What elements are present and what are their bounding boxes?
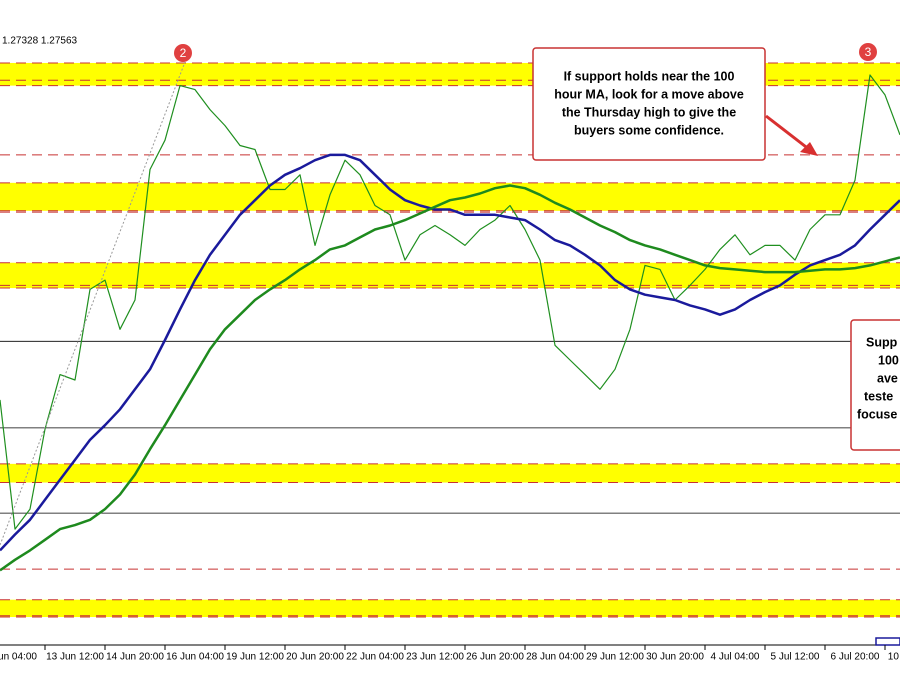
- marker-label: 2: [180, 46, 187, 60]
- zone-band: [0, 599, 900, 618]
- annotation-box: [532, 47, 766, 161]
- x-tick-label: 28 Jun 04:00: [526, 652, 584, 663]
- side-note-text: Supp: [866, 335, 898, 349]
- x-tick-label: 29 Jun 12:00: [586, 652, 644, 663]
- x-tick-label: 22 Jun 04:00: [346, 652, 404, 663]
- x-tick-label: 19 Jun 12:00: [226, 652, 284, 663]
- annotation-text: If support holds near the 100: [564, 69, 735, 83]
- x-tick-label: 30 Jun 20:00: [646, 652, 704, 663]
- x-tick-label: 20 Jun 20:00: [286, 652, 344, 663]
- zone-band: [0, 182, 900, 211]
- x-tick-label: 14 Jun 20:00: [106, 652, 164, 663]
- zone-band: [0, 463, 900, 483]
- annotation-text: buyers some confidence.: [574, 123, 724, 137]
- x-tick-label: 13 Jun 12:00: [46, 652, 104, 663]
- arrow-head: [800, 142, 818, 156]
- marker-circle: [859, 43, 877, 61]
- x-tick-label: 16 Jun 04:00: [166, 652, 224, 663]
- series-line: [0, 153, 900, 552]
- side-note-text: focuse: [857, 407, 897, 421]
- marker-label: 3: [865, 45, 872, 59]
- x-tick-label: 26 Jun 20:00: [466, 652, 524, 663]
- annotation-text: hour MA, look for a move above: [554, 87, 744, 101]
- side-note-box: [850, 319, 900, 451]
- x-tick-label: 4 Jul 04:00: [711, 652, 760, 663]
- side-note-text: ave: [877, 371, 898, 385]
- header-values: 1.27328 1.27563: [2, 36, 78, 47]
- marker-circle: [174, 44, 192, 62]
- zone-band: [0, 262, 900, 289]
- annotation-text: the Thursday high to give the: [562, 105, 736, 119]
- scroll-marker: [875, 637, 900, 646]
- annotation-arrow: [765, 114, 811, 152]
- series-line: [0, 74, 900, 530]
- x-tick-label: Jun 04:00: [0, 652, 37, 663]
- side-note-text: 100: [878, 353, 899, 367]
- x-tick-label: 5 Jul 12:00: [771, 652, 820, 663]
- x-tick-label: 10 Ju: [888, 652, 900, 663]
- x-tick-label: 6 Jul 20:00: [831, 652, 880, 663]
- series-line: [0, 184, 900, 572]
- x-tick-label: 23 Jun 12:00: [406, 652, 464, 663]
- side-note-text: teste: [864, 389, 893, 403]
